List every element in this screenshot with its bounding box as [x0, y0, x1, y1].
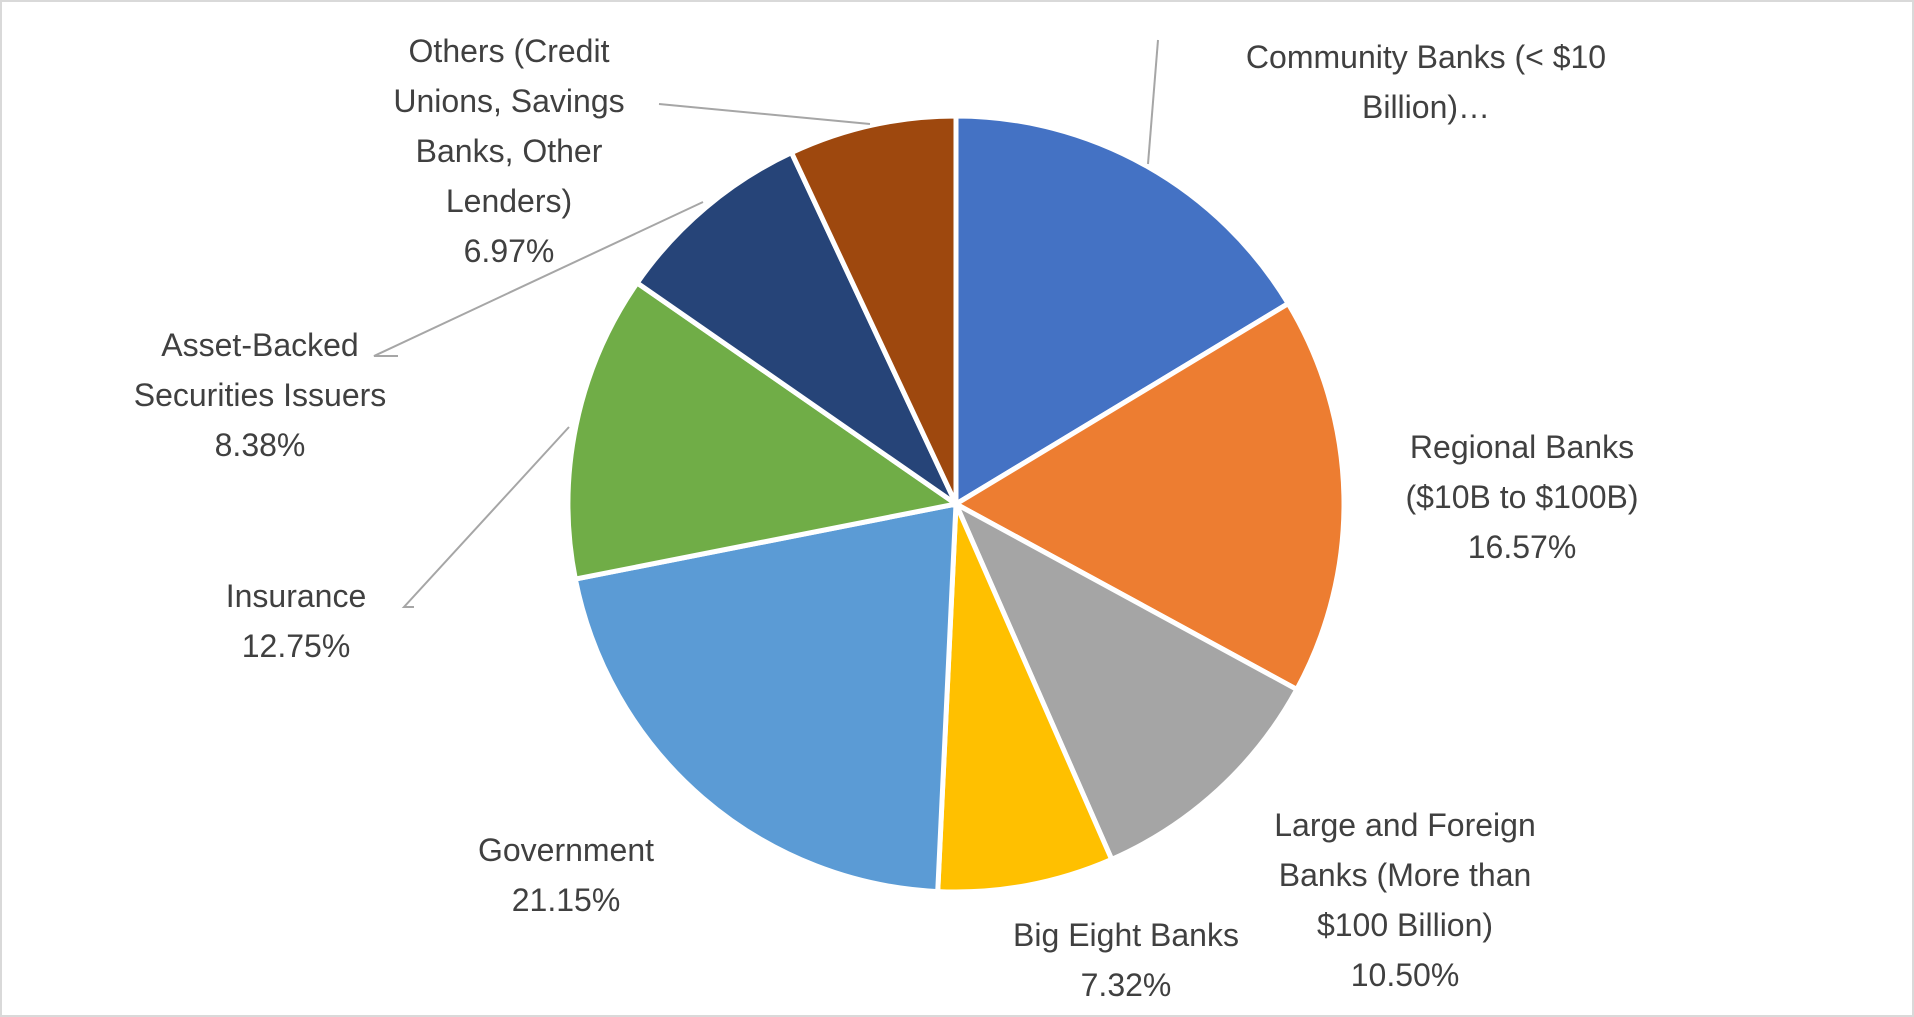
slice-name-label: Securities Issuers	[134, 377, 387, 413]
slice-percent-label: 16.57%	[1468, 529, 1577, 565]
pie-slice-2	[953, 301, 1347, 692]
slice-name-label: Banks, Other	[416, 133, 603, 169]
slice-name-label: Government	[478, 832, 654, 868]
slice-name-label: Banks (More than	[1279, 857, 1532, 893]
pie-slice-4	[935, 501, 1115, 895]
data-label-6: Insurance 12.75%	[226, 578, 367, 664]
slice-name-label: Unions, Savings	[393, 83, 624, 119]
slice-name-label: Insurance	[226, 578, 367, 614]
data-label-4: Big Eight Banks 7.32%	[1013, 917, 1239, 1003]
slice-name-label: Regional Banks	[1410, 429, 1634, 465]
slice-name-label: Community Banks (< $10	[1246, 39, 1606, 75]
data-label-1: Community Banks (< $10 Billion)…	[1246, 39, 1606, 125]
pie-slice-3	[953, 501, 1300, 862]
pie-slice-1	[953, 113, 1291, 507]
slice-name-label: Lenders)	[446, 183, 572, 219]
slice-name-label: ($10B to $100B)	[1405, 479, 1638, 515]
slice-name-label: $100 Billion)	[1317, 907, 1493, 943]
pie-slice-6	[565, 280, 959, 582]
leader-line-1	[1147, 39, 1159, 165]
data-label-8: Others (Credit Unions, Savings Banks, Othe…	[393, 33, 624, 269]
data-label-3: Large and Foreign Banks (More than $100 Bi…	[1274, 807, 1536, 993]
leader-line-6	[401, 426, 570, 608]
pie-slice-8	[788, 113, 959, 507]
leader-line-7	[373, 201, 704, 357]
slice-name-label: Others (Credit	[409, 33, 610, 69]
slice-percent-label: 10.50%	[1351, 957, 1460, 993]
slice-percent-label: 8.38%	[215, 427, 306, 463]
pie-slice-7	[634, 150, 959, 507]
slice-name-label: Asset-Backed	[161, 327, 358, 363]
slice-percent-label: 12.75%	[242, 628, 351, 664]
slice-name-label: Billion)…	[1362, 89, 1490, 125]
slice-name-label: Large and Foreign	[1274, 807, 1536, 843]
data-label-5: Government 21.15%	[478, 832, 654, 918]
data-label-2: Regional Banks ($10B to $100B) 16.57%	[1405, 429, 1638, 565]
slice-percent-label: 7.32%	[1081, 967, 1172, 1003]
slice-name-label: Big Eight Banks	[1013, 917, 1239, 953]
slice-percent-label: 6.97%	[464, 233, 555, 269]
slice-percent-label: 21.15%	[512, 882, 621, 918]
data-label-7: Asset-Backed Securities Issuers 8.38%	[134, 327, 387, 463]
pie-slice-5	[572, 501, 959, 895]
leader-line-8	[658, 103, 871, 125]
